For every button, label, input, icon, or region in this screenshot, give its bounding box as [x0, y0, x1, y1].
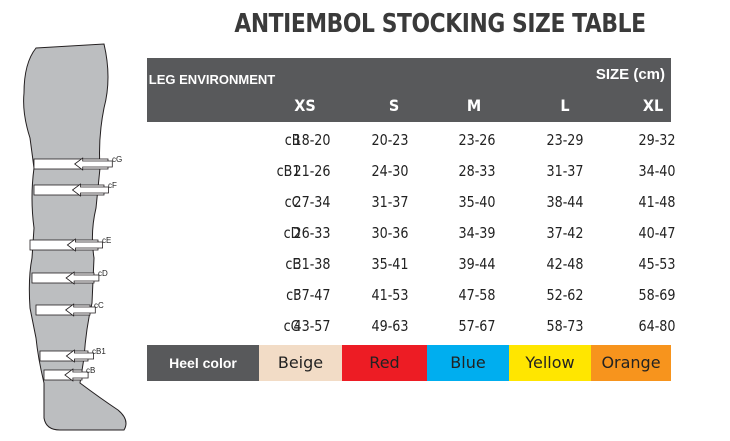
- size-cell: 57-67: [458, 317, 496, 335]
- row-label: cC: [284, 193, 301, 211]
- size-cell: 37-47: [293, 286, 331, 304]
- size-cell: 20-23: [371, 131, 409, 149]
- leg-diagram: cG cF cE cD cC cB1 cB: [23, 43, 127, 431]
- size-header-m: M: [466, 96, 482, 115]
- size-cell: 39-44: [458, 255, 496, 273]
- size-unit-header: SIZE (cm): [595, 66, 665, 83]
- size-cell: 31-37: [371, 193, 409, 211]
- leg-marker-label: cG: [112, 155, 122, 164]
- table-row: cC 27-34 31-37 35-40 38-44 41-48: [147, 187, 676, 218]
- size-cell: 64-80: [638, 317, 676, 335]
- size-cell: 35-40: [458, 193, 496, 211]
- leg-marker-label: cE: [102, 236, 111, 245]
- size-cell: 58-73: [546, 317, 584, 335]
- table-row: cE 31-38 35-41 39-44 42-48 45-53: [147, 249, 675, 280]
- measurement-arrow: [74, 157, 113, 171]
- size-header-xs: XS: [294, 96, 316, 115]
- size-cell: 58-69: [638, 286, 676, 304]
- size-cell: 23-26: [458, 131, 496, 149]
- size-cell: 38-44: [546, 193, 584, 211]
- size-cell: 49-63: [371, 317, 409, 335]
- measurement-arrow: [65, 303, 96, 317]
- leg-marker-label: cB: [86, 366, 95, 375]
- leg-marker-label: cB1: [92, 347, 106, 356]
- size-cell: 31-37: [546, 162, 584, 180]
- leg-marker-label: cD: [98, 269, 108, 278]
- measurement-arrow: [65, 349, 94, 363]
- size-cell: 31-38: [293, 255, 331, 273]
- row-label: cF: [286, 286, 301, 304]
- size-cell: 26-33: [293, 224, 331, 242]
- table-row: cB1 21-26 24-30 28-33 31-37 34-40: [147, 156, 676, 187]
- size-cell: 18-20: [293, 131, 331, 149]
- measurement-arrow: [71, 183, 109, 197]
- table-row: cG 43-57 49-63 57-67 58-73 64-80: [147, 311, 676, 342]
- measurement-arrow: [66, 238, 103, 252]
- table-header: LEG ENVIRONMENT SIZE (cm) XS S M L XL: [147, 58, 671, 122]
- size-cell: 35-41: [371, 255, 409, 273]
- size-cell: 45-53: [638, 255, 676, 273]
- size-cell: 42-48: [546, 255, 584, 273]
- row-label: cE: [285, 255, 301, 273]
- table-row: cD 26-33 30-36 34-39 37-42 40-47: [147, 218, 676, 249]
- row-label: cB1: [276, 162, 301, 180]
- size-cell: 52-62: [546, 286, 584, 304]
- size-cell: 28-33: [458, 162, 496, 180]
- size-cell: 21-26: [293, 162, 331, 180]
- page-title: ANTIEMBOL STOCKING SIZE TABLE: [234, 9, 646, 39]
- size-cell: 30-36: [371, 224, 409, 242]
- size-cell: 27-34: [293, 193, 331, 211]
- size-cell: 37-42: [546, 224, 584, 242]
- measurement-arrow: [65, 271, 100, 285]
- size-cell: 47-58: [458, 286, 496, 304]
- heel-color-row: Heel color Beige Red Blue Yellow Orange: [147, 345, 671, 381]
- table-row: cB 18-20 20-23 23-26 23-29 29-32: [147, 125, 676, 156]
- heel-color-blue: Blue: [427, 345, 509, 381]
- leg-marker-label: cC: [94, 301, 104, 310]
- row-label: cG: [283, 317, 301, 335]
- size-cell: 24-30: [371, 162, 409, 180]
- size-header-s: S: [388, 96, 400, 115]
- size-header-l: L: [560, 96, 570, 115]
- row-label: cD: [283, 224, 301, 242]
- size-cell: 40-47: [638, 224, 676, 242]
- table-row: cF 37-47 41-53 47-58 52-62 58-69: [147, 280, 675, 311]
- size-cell: 34-39: [458, 224, 496, 242]
- size-cell: 29-32: [638, 131, 676, 149]
- heel-color-orange: Orange: [591, 345, 671, 381]
- heel-color-yellow: Yellow: [509, 345, 591, 381]
- size-cell: 41-53: [371, 286, 409, 304]
- heel-color-beige: Beige: [259, 345, 342, 381]
- heel-color-red: Red: [342, 345, 427, 381]
- row-label: cB: [284, 131, 301, 149]
- leg-marker-label: cF: [108, 181, 117, 190]
- measurement-arrow: [64, 368, 89, 382]
- size-cell: 23-29: [546, 131, 584, 149]
- size-header-xl: XL: [642, 96, 664, 115]
- size-cell: 43-57: [293, 317, 331, 335]
- heel-color-label: Heel color: [147, 345, 259, 381]
- leg-environment-header: LEG ENVIRONMENT: [148, 72, 276, 87]
- size-cell: 34-40: [638, 162, 676, 180]
- size-cell: 41-48: [638, 193, 676, 211]
